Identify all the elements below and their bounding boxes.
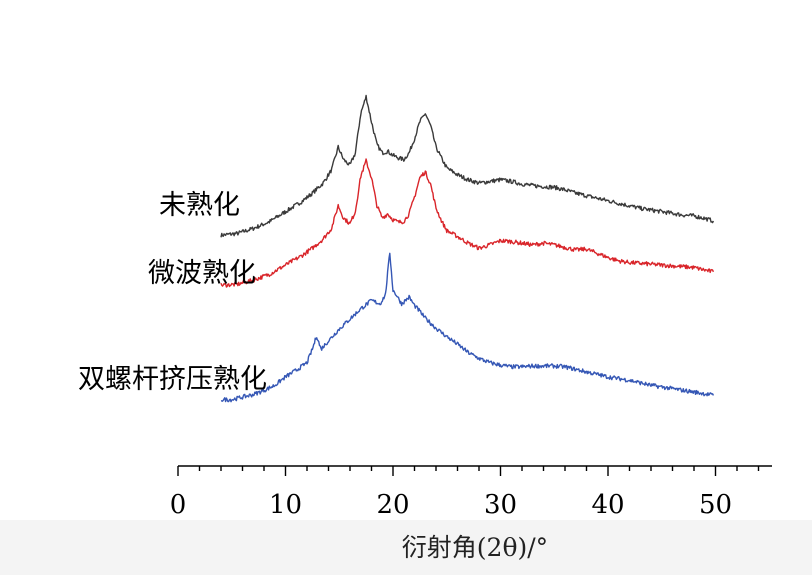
series-line-2 xyxy=(220,252,715,403)
x-tick-label: 20 xyxy=(376,490,409,520)
plot-background xyxy=(0,0,812,520)
x-axis-ticks: 0 10 20 30 40 50 xyxy=(170,466,760,520)
x-tick-label: 30 xyxy=(484,490,517,520)
series-line-0 xyxy=(220,94,715,238)
x-axis-title: 衍射角(2θ)/° xyxy=(402,533,548,562)
series-line-1 xyxy=(220,158,715,288)
series-label-untreated: 未熟化 xyxy=(159,190,240,221)
series-label-microwave: 微波熟化 xyxy=(148,258,256,289)
x-tick-label: 40 xyxy=(591,490,624,520)
series-label-extrusion: 双螺杆挤压熟化 xyxy=(78,364,267,395)
series-group xyxy=(220,94,715,403)
x-tick-label: 0 xyxy=(170,490,187,520)
caption-background xyxy=(0,520,812,575)
x-tick-label: 10 xyxy=(269,490,302,520)
x-tick-label: 50 xyxy=(699,490,732,520)
